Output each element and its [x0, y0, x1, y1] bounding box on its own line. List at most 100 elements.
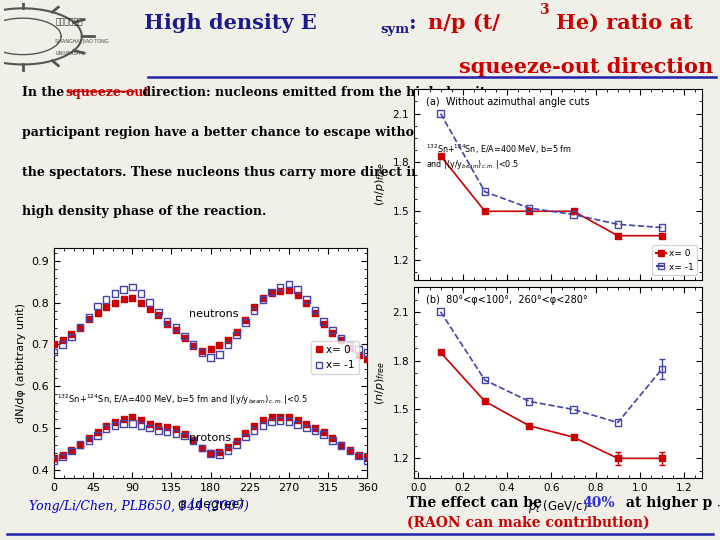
Point: [612, 454, 624, 463]
Point: [83, 434, 94, 443]
Point: [361, 457, 373, 465]
Point: [135, 416, 147, 424]
Point: [353, 345, 364, 354]
Point: [83, 315, 94, 323]
Point: [118, 414, 130, 423]
Point: [344, 446, 356, 454]
Point: [196, 443, 207, 452]
Point: [91, 302, 103, 310]
Point: [248, 307, 260, 315]
Point: [48, 348, 60, 356]
Point: [336, 336, 347, 345]
Point: [612, 220, 624, 228]
Point: [214, 450, 225, 459]
Point: [91, 431, 103, 440]
Point: [257, 294, 269, 303]
Point: [240, 429, 251, 437]
Text: at higher p: at higher p: [621, 496, 712, 510]
Point: [144, 298, 156, 307]
Point: [83, 313, 94, 321]
Point: [479, 397, 490, 406]
Text: $^{132}$Sn+$^{124}$Sn, E/A=400 MeV, b=5 fm and |(y/y$_{beam}$)$_{c.m.}$|<0.5: $^{132}$Sn+$^{124}$Sn, E/A=400 MeV, b=5 …: [58, 393, 308, 407]
Point: [144, 305, 156, 313]
Point: [612, 231, 624, 240]
Point: [300, 423, 312, 432]
Point: [135, 298, 147, 307]
Point: [318, 428, 330, 436]
Point: [179, 432, 190, 441]
Point: [118, 285, 130, 294]
Point: [101, 421, 112, 430]
Point: [435, 109, 446, 118]
Point: [300, 420, 312, 429]
Point: [187, 340, 199, 349]
Text: squeeze-out: squeeze-out: [66, 86, 150, 99]
Point: [222, 442, 234, 451]
Point: [435, 152, 446, 160]
Point: [101, 295, 112, 303]
Point: [135, 421, 147, 430]
Legend: x= 0, x= -1: x= 0, x= -1: [652, 246, 698, 275]
Point: [57, 453, 68, 461]
Point: [118, 420, 130, 428]
Point: [344, 341, 356, 349]
Y-axis label: dN/dφ (arbitrary unit): dN/dφ (arbitrary unit): [16, 303, 26, 423]
Point: [300, 298, 312, 307]
Point: [196, 443, 207, 452]
Text: The effect can be: The effect can be: [407, 496, 546, 510]
Point: [274, 287, 286, 295]
Point: [57, 450, 68, 459]
Point: [196, 348, 207, 357]
Point: [187, 437, 199, 445]
Point: [257, 416, 269, 424]
Point: [231, 331, 243, 340]
Point: [153, 427, 164, 435]
Point: [266, 417, 277, 426]
Point: [327, 436, 338, 444]
Point: [231, 437, 243, 445]
Point: [204, 345, 216, 354]
Point: [179, 430, 190, 438]
Point: [318, 317, 330, 326]
Point: [204, 353, 216, 362]
Text: n/p (t/: n/p (t/: [428, 12, 500, 32]
Point: [240, 316, 251, 325]
Text: (b)  80°<φ<100°,  260°<φ<280°: (b) 80°<φ<100°, 260°<φ<280°: [426, 295, 587, 305]
Point: [222, 336, 234, 345]
Point: [310, 306, 321, 314]
Point: [327, 328, 338, 337]
Point: [127, 282, 138, 291]
Text: (RAON can make contribution): (RAON can make contribution): [407, 516, 649, 530]
Point: [568, 207, 580, 215]
Point: [248, 421, 260, 430]
Point: [153, 307, 164, 316]
Point: [361, 453, 373, 461]
Point: [214, 350, 225, 359]
Point: [48, 454, 60, 462]
Point: [292, 291, 303, 300]
Point: [274, 282, 286, 291]
Point: [257, 295, 269, 303]
Text: neutrons: neutrons: [189, 309, 238, 319]
Point: [523, 397, 535, 406]
Point: [214, 341, 225, 349]
Point: [310, 423, 321, 432]
Point: [170, 424, 181, 433]
Point: [74, 323, 86, 332]
Point: [523, 207, 535, 215]
Text: protons: protons: [189, 433, 231, 443]
Text: UNIVERSITY: UNIVERSITY: [55, 51, 84, 56]
Point: [274, 412, 286, 421]
Point: [300, 295, 312, 303]
Point: [144, 420, 156, 428]
Point: [109, 417, 121, 426]
Point: [170, 323, 181, 332]
Point: [292, 285, 303, 294]
Point: [66, 447, 77, 455]
Point: [361, 348, 373, 357]
Point: [179, 332, 190, 340]
Point: [153, 311, 164, 320]
Point: [292, 420, 303, 429]
Point: [523, 204, 535, 212]
Point: [318, 430, 330, 439]
